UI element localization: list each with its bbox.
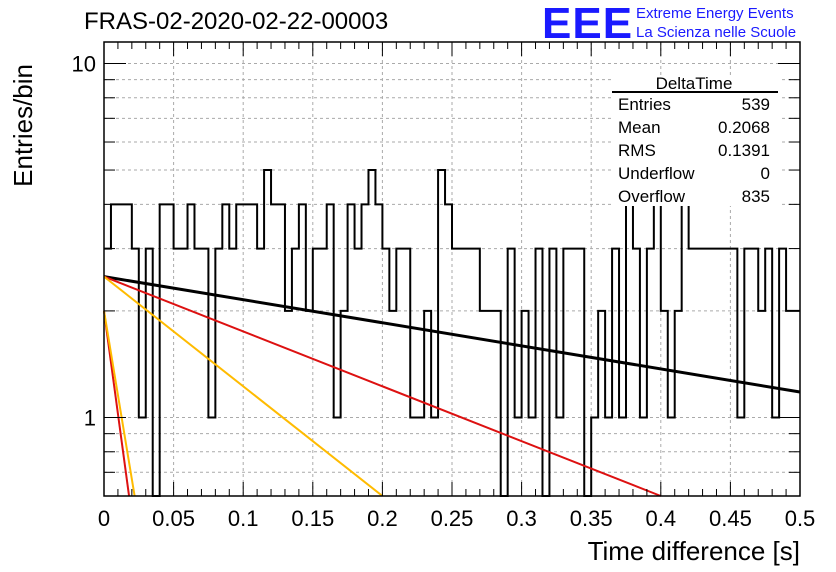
y-tick-label: 10 — [72, 51, 96, 76]
stats-row-value: 539 — [742, 95, 770, 114]
fit-curve — [103, 275, 662, 497]
y-axis-label: Entries/bin — [8, 64, 38, 187]
x-tick-label: 0.15 — [291, 506, 334, 531]
axes — [103, 41, 801, 497]
stats-row-label: Overflow — [618, 187, 686, 206]
stats-row-label: RMS — [618, 141, 656, 160]
stats-title: DeltaTime — [656, 74, 733, 93]
stats-row-value: 0.2068 — [718, 118, 770, 137]
x-tick-label: 0.5 — [785, 506, 816, 531]
logo-caption: Extreme Energy Events La Scienza nelle S… — [636, 4, 796, 42]
stats-box-bg — [612, 76, 780, 206]
x-tick-label: 0.3 — [506, 506, 537, 531]
x-tick-label: 0.4 — [646, 506, 677, 531]
x-tick-label: 0.25 — [431, 506, 474, 531]
stats-row-label: Mean — [618, 118, 661, 137]
stats-rows: Entries 539 Mean 0.2068 RMS 0.1391 Underflow 0 O… — [618, 95, 770, 206]
stats-row-label: Underflow — [618, 164, 695, 183]
stats-row-value: 835 — [742, 187, 770, 206]
logo-caption-line2: La Scienza nelle Scuole — [636, 24, 797, 41]
tick-labels: 0 0.05 0.1 0.15 0.2 0.25 0.3 0.35 0.4 0.45 0.5 1 10 — [72, 51, 816, 531]
eee-logo: EEE — [542, 0, 634, 48]
fit-curves-layer — [103, 275, 801, 497]
x-axis-label: Time difference [s] — [588, 536, 800, 566]
histogram-bars — [104, 169, 800, 497]
x-tick-label: 0.1 — [228, 506, 259, 531]
histogram-title: FRAS-02-2020-02-22-00003 — [84, 8, 389, 35]
stats-box: DeltaTime Entries 539 Mean 0.2068 RMS 0.1391 U… — [612, 74, 780, 206]
fit-curve — [103, 275, 801, 394]
stats-row-label: Entries — [618, 95, 671, 114]
fit-curve — [103, 310, 136, 497]
fit-curve — [103, 275, 384, 497]
logo-caption-line1: Extreme Energy Events — [636, 5, 794, 22]
x-tick-label: 0.45 — [709, 506, 752, 531]
y-tick-label: 1 — [84, 405, 96, 430]
histogram-layer — [104, 169, 800, 497]
x-tick-label: 0.05 — [152, 506, 195, 531]
stats-row-value: 0 — [761, 164, 770, 183]
stats-row-value: 0.1391 — [718, 141, 770, 160]
x-tick-label: 0.35 — [570, 506, 613, 531]
x-tick-label: 0.2 — [367, 506, 398, 531]
x-tick-label: 0 — [98, 506, 110, 531]
